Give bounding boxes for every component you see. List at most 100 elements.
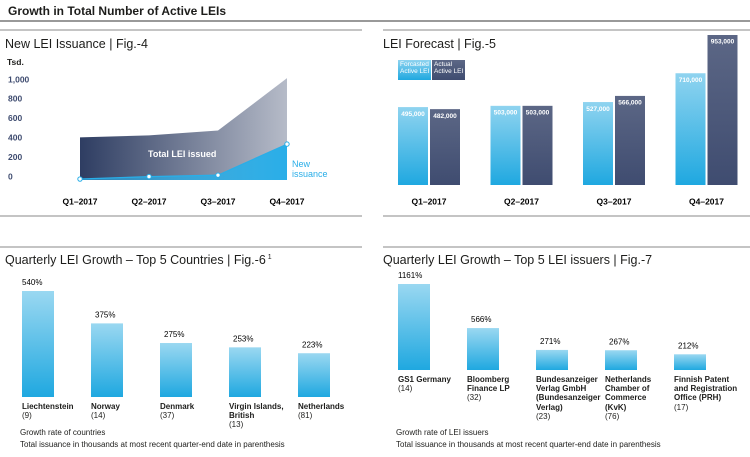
value-label: 527,000	[586, 106, 610, 113]
page-title: Growth in Total Number of Active LEIs	[8, 4, 227, 18]
bar	[398, 284, 430, 370]
issuance-line	[79, 143, 288, 180]
value-label: 566,000	[618, 100, 642, 107]
issuance-area	[80, 144, 287, 180]
value-label: 482,000	[433, 113, 457, 120]
value-label: 1161%	[398, 271, 422, 280]
category-label: Denmark (37)	[160, 402, 224, 420]
bar	[522, 105, 553, 185]
bar	[490, 105, 521, 185]
value-label: 267%	[609, 337, 629, 346]
category-name: Netherlands Chamber of Commerce (KvK)	[605, 375, 652, 412]
x-tick-label: Q3–2017	[597, 196, 632, 206]
series-label: New issuance	[292, 159, 328, 180]
bar	[536, 349, 568, 370]
x-tick-label: Q4–2017	[270, 196, 305, 206]
chart-title: Quarterly LEI Growth – Top 5 LEI issuers…	[383, 253, 652, 267]
legend-label: Forcasted Active LEI	[400, 61, 430, 76]
bar	[298, 353, 330, 397]
category-label: GS1 Germany (14)	[398, 375, 462, 393]
category-sublabel: (17)	[674, 402, 689, 412]
y-tick-label: 800	[8, 94, 22, 104]
series-label: Total LEI issued	[148, 149, 217, 159]
note: Growth rate of countries	[20, 428, 106, 437]
category-label: Virgin Islands, British (13)	[229, 402, 293, 430]
y-tick-label: 200	[8, 152, 22, 162]
point	[77, 176, 83, 182]
category-sublabel: (14)	[398, 384, 413, 394]
bar	[229, 347, 261, 397]
category-sublabel: (37)	[160, 411, 175, 421]
legend-label: Actual Active LEI	[434, 61, 464, 76]
category-name: Finnish Patent and Registration Office (…	[674, 375, 738, 403]
category-name: Netherlands	[298, 402, 345, 411]
note: Total issuance in thousands at most rece…	[20, 440, 285, 449]
category-label: Bundesanzeiger Verlag GmbH (Bundesanzeig…	[536, 375, 600, 421]
value-label: 503,000	[526, 110, 550, 117]
category-sublabel: (13)	[229, 420, 244, 430]
bar	[615, 95, 645, 185]
value-label: 375%	[95, 310, 115, 319]
category-name: Bloomberg Finance LP	[467, 375, 510, 394]
x-tick-label: Q1–2017	[63, 196, 98, 206]
note: Total issuance in thousands at most rece…	[396, 440, 661, 449]
category-label: Netherlands (81)	[298, 402, 362, 420]
value-label: 223%	[302, 340, 322, 349]
bar	[91, 323, 123, 397]
legend-swatch	[432, 60, 465, 80]
point	[215, 172, 221, 178]
x-tick-label: Q3–2017	[201, 196, 236, 206]
y-axis-label: Tsd.	[7, 57, 24, 67]
value-label: 495,000	[401, 111, 425, 118]
footnote-mark: 1	[267, 253, 272, 261]
x-tick-label: Q2–2017	[132, 196, 167, 206]
legend-swatch	[398, 60, 431, 80]
category-label: Norway (14)	[91, 402, 155, 420]
bar	[398, 107, 428, 185]
bar	[467, 328, 499, 370]
x-tick-label: Q2–2017	[504, 196, 539, 206]
y-tick-label: 600	[8, 113, 22, 123]
value-label: 271%	[540, 337, 560, 346]
point	[284, 141, 290, 147]
category-sublabel: (81)	[298, 411, 313, 421]
bar	[583, 102, 613, 185]
category-name: Virgin Islands, British	[229, 402, 284, 421]
value-label: 253%	[233, 334, 253, 343]
category-name: Denmark	[160, 402, 195, 411]
bar	[605, 350, 637, 370]
value-label: 212%	[678, 341, 698, 350]
value-label: 710,000	[679, 77, 703, 84]
category-name: Norway	[91, 402, 120, 411]
value-label: 540%	[22, 278, 42, 287]
bar	[430, 109, 460, 185]
y-tick-label: 400	[8, 132, 22, 142]
category-label: Finnish Patent and Registration Office (…	[674, 375, 738, 412]
note: Growth rate of LEI issuers	[396, 428, 489, 437]
value-label: 566%	[471, 315, 491, 324]
bar	[22, 291, 54, 397]
category-sublabel: (23)	[536, 411, 551, 421]
category-label: Netherlands Chamber of Commerce (KvK) (76…	[605, 375, 669, 421]
category-name: GS1 Germany	[398, 375, 451, 384]
bar	[160, 343, 192, 397]
y-tick-label: 1,000	[8, 74, 30, 84]
category-name: Bundesanzeiger Verlag GmbH (Bundesanzeig…	[536, 375, 601, 412]
category-sublabel: (9)	[22, 411, 32, 421]
chart-title: LEI Forecast | Fig.-5	[383, 37, 497, 51]
x-tick-label: Q1–2017	[412, 196, 447, 206]
x-tick-label: Q4–2017	[689, 196, 724, 206]
bar	[707, 35, 738, 185]
category-label: Bloomberg Finance LP (32)	[467, 375, 531, 403]
category-name: Liechtenstein	[22, 402, 74, 411]
value-label: 953,000	[711, 39, 735, 46]
category-sublabel: (76)	[605, 411, 620, 421]
chart-title: Quarterly LEI Growth – Top 5 Countries |…	[5, 253, 272, 267]
total-area	[80, 78, 287, 180]
chart-title-text: Quarterly LEI Growth – Top 5 LEI issuers…	[383, 253, 653, 267]
chart-title-text: Quarterly LEI Growth – Top 5 Countries |…	[5, 253, 266, 267]
value-label: 503,000	[494, 110, 518, 117]
value-label: 275%	[164, 330, 184, 339]
